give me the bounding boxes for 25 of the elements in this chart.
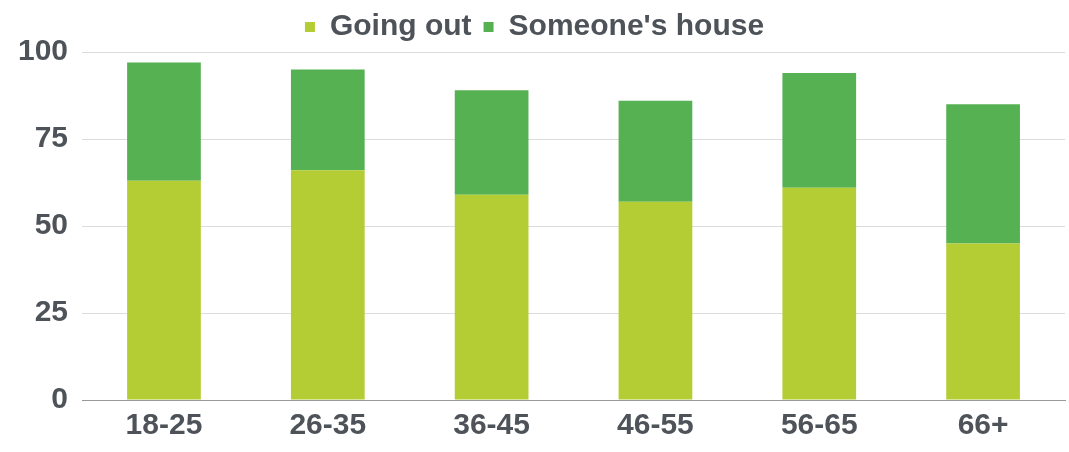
bar [290, 170, 365, 400]
y-tick-label: 50 [34, 207, 69, 241]
bar [782, 72, 857, 188]
x-tick-label: 36-45 [453, 407, 530, 441]
y-tick-label: 100 [17, 33, 69, 67]
bar [290, 69, 365, 171]
bar [618, 201, 693, 400]
bar [127, 62, 201, 181]
x-tick-label: 18-25 [125, 407, 203, 441]
y-tick-label: 75 [34, 120, 69, 154]
bar [127, 180, 201, 400]
x-tick-label: 66+ [957, 407, 1009, 441]
y-tick-label: 0 [51, 381, 69, 415]
x-tick-label: 46-55 [617, 407, 694, 441]
bar [618, 100, 693, 202]
bar [782, 187, 857, 400]
legend-label: Going out [329, 8, 472, 42]
bar [454, 90, 529, 195]
x-tick-label: 26-35 [289, 407, 367, 441]
legend-label: Someone's house [508, 8, 765, 42]
y-tick-label: 25 [34, 294, 69, 328]
bar [454, 194, 529, 400]
x-tick-label: 56-65 [780, 407, 858, 441]
bar [946, 104, 1020, 244]
bar [946, 243, 1020, 400]
